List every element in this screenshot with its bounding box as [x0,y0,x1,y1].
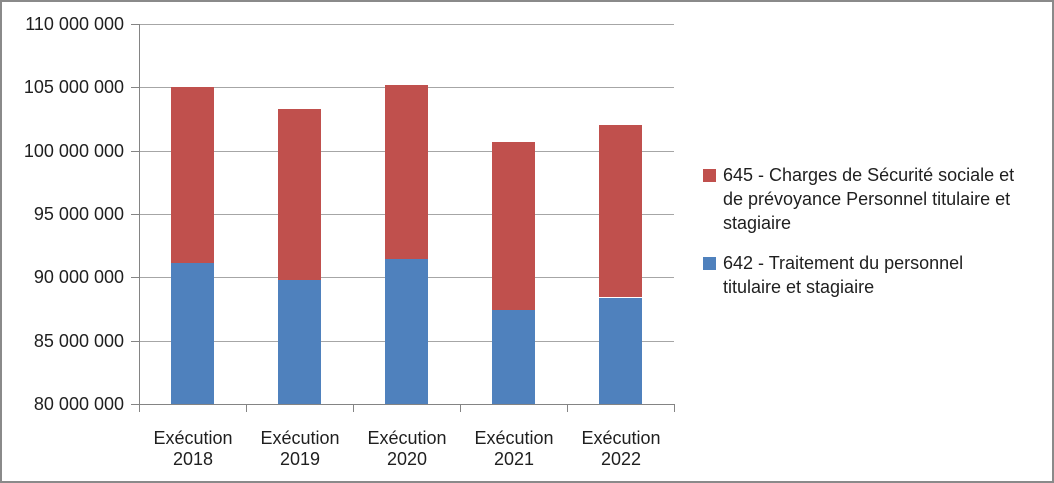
legend-entry-642: 642 - Traitement du personnel titulaire … [703,251,1043,299]
y-gridline [139,24,674,25]
y-axis-tick [131,24,139,25]
y-axis-tick-label: 95 000 000 [33,204,124,224]
bar-segment-645 [171,87,214,263]
x-axis-tick [460,404,461,412]
chart-legend: 645 - Charges de Sécurité sociale et de … [703,163,1043,315]
legend-entry-645: 645 - Charges de Sécurité sociale et de … [703,163,1043,235]
legend-entry-label: 642 - Traitement du personnel titulaire … [723,253,964,297]
bar-segment-645 [492,142,535,310]
x-axis-tick [139,404,140,412]
y-axis-tick-label: 110 000 000 [25,14,124,34]
legend-marker-icon [703,169,716,182]
y-axis-tick [131,277,139,278]
x-axis-tick [353,404,354,412]
y-axis-tick [131,151,139,152]
x-axis-category-label: Exécution 2018 [153,428,233,469]
bar-segment-642 [278,280,321,404]
x-axis-tick [674,404,675,412]
y-axis-tick [131,341,139,342]
x-axis-tick [246,404,247,412]
bar-segment-642 [492,310,535,404]
legend-marker-icon [703,257,716,270]
bar-segment-642 [385,258,428,404]
x-axis-line [139,404,675,405]
x-axis-category-label: Exécution 2021 [474,428,554,469]
y-axis-tick-label: 90 000 000 [33,267,124,287]
y-axis-tick-label: 100 000 000 [23,141,124,161]
y-axis-tick-label: 85 000 000 [33,331,124,351]
y-axis-tick-label: 80 000 000 [33,394,124,414]
y-axis-tick [131,404,139,405]
legend-entry-label: 645 - Charges de Sécurité sociale et de … [723,165,1015,233]
y-axis-line [139,24,140,404]
y-axis-tick [131,87,139,88]
x-axis-category-label: Exécution 2022 [581,428,661,469]
x-axis-category-label: Exécution 2020 [367,428,447,469]
x-axis-tick [567,404,568,412]
bar-segment-645 [385,85,428,259]
y-axis-tick [131,214,139,215]
bar-segment-645 [599,125,642,297]
y-axis-tick-label: 105 000 000 [23,77,124,97]
bar-segment-645 [278,109,321,280]
x-axis-category-label: Exécution 2019 [260,428,340,469]
bar-segment-642 [599,298,642,404]
bar-segment-642 [171,263,214,404]
